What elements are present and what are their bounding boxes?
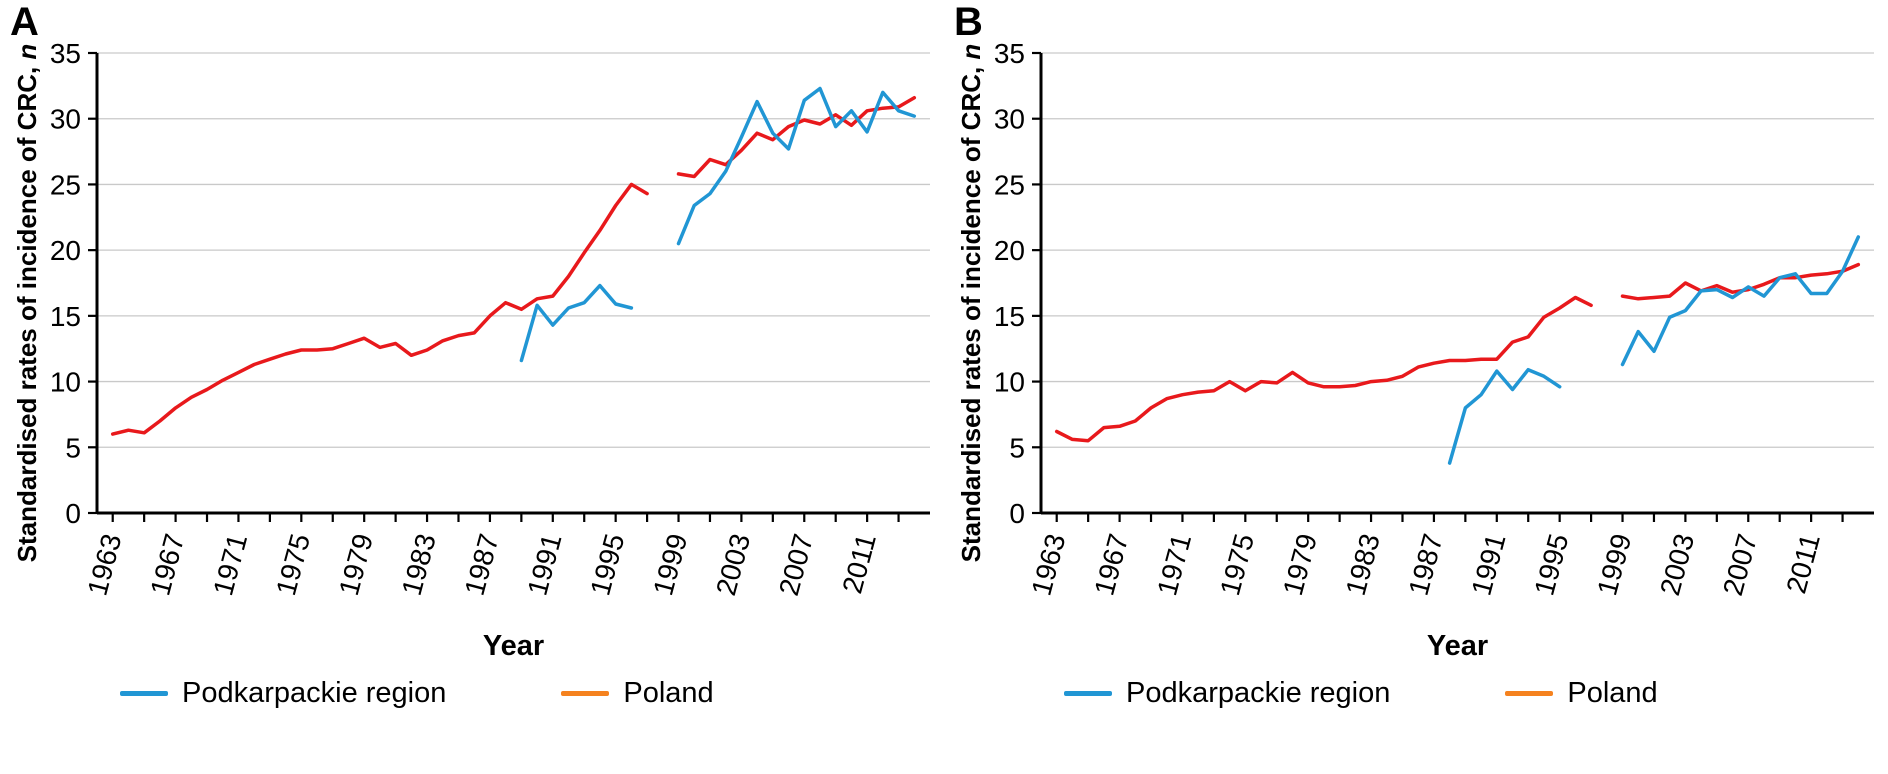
legend-item-poland: Poland bbox=[1505, 677, 1658, 710]
x-tick-label: 1983 bbox=[396, 531, 442, 599]
series-line-poland bbox=[1054, 295, 1593, 443]
legend-label-podkarpackie: Podkarpackie region bbox=[182, 677, 447, 709]
legend-line-poland bbox=[1505, 691, 1554, 696]
chart-b: 0 5 10 15 20 25 30 35 1963 1967 1971 1975 1979 1983 19… bbox=[956, 38, 1874, 599]
x-tick-label: 1999 bbox=[647, 531, 693, 599]
chart-a: 0 5 10 15 20 25 30 35 1963 1967 1971 1975 1979 1983 19… bbox=[12, 38, 930, 599]
legend-label-poland: Poland bbox=[1567, 677, 1658, 709]
y-tick-label: 15 bbox=[50, 301, 81, 332]
y-tick-label: 5 bbox=[1009, 432, 1025, 463]
panel-a-letter: A bbox=[10, 0, 39, 44]
x-tick-label: 2011 bbox=[836, 531, 882, 597]
y-tick-label: 20 bbox=[994, 235, 1025, 266]
y-tick-label: 5 bbox=[65, 432, 81, 463]
y-tick-label: 15 bbox=[994, 301, 1025, 332]
legend-label-poland: Poland bbox=[623, 677, 714, 709]
x-tick-label: 2003 bbox=[1654, 531, 1700, 599]
series-line-poland bbox=[676, 95, 917, 179]
series-line-podkarpackie-region bbox=[676, 86, 917, 246]
x-tick-label: 1987 bbox=[1403, 531, 1449, 599]
x-axis-title: Year bbox=[1426, 630, 1489, 662]
legend: Podkarpackie region Poland bbox=[120, 677, 944, 710]
panel-b-letter: B bbox=[954, 0, 983, 44]
y-tick-label: 0 bbox=[1009, 498, 1025, 529]
x-tick-label: 1995 bbox=[584, 531, 630, 599]
y-tick-label: 35 bbox=[994, 38, 1025, 69]
x-tick-label: 2007 bbox=[773, 531, 819, 599]
legend-line-poland bbox=[561, 691, 610, 696]
x-tick-label: 1975 bbox=[270, 531, 316, 599]
series-line-poland bbox=[110, 182, 649, 436]
x-axis-title: Year bbox=[482, 630, 545, 662]
x-tick-label: 2003 bbox=[710, 531, 756, 599]
legend-item-poland: Poland bbox=[561, 677, 714, 710]
y-tick-label: 10 bbox=[994, 367, 1025, 398]
x-tick-label: 1995 bbox=[1528, 531, 1574, 599]
y-tick-label: 30 bbox=[994, 104, 1025, 135]
x-tick-label: 1991 bbox=[1466, 531, 1512, 599]
x-tick-label: 1979 bbox=[333, 531, 379, 599]
y-tick-label: 20 bbox=[50, 235, 81, 266]
x-tick-label: 1967 bbox=[144, 531, 190, 599]
y-axis-label: Standardised rates of incidence of CRC, … bbox=[956, 44, 986, 563]
panel-a: A 0 5 10 15 20 25 30 35 1963 1967 1971 1975 1979 1983… bbox=[0, 0, 944, 710]
x-tick-label: 1979 bbox=[1277, 531, 1323, 599]
y-tick-label: 25 bbox=[994, 169, 1025, 200]
x-tick-label: 1983 bbox=[1340, 531, 1386, 599]
legend-item-podkarpackie: Podkarpackie region bbox=[1064, 677, 1390, 710]
legend-item-podkarpackie: Podkarpackie region bbox=[120, 677, 446, 710]
y-tick-label: 10 bbox=[50, 367, 81, 398]
x-tick-label: 1975 bbox=[1214, 531, 1260, 599]
panel-b: B 0 5 10 15 20 25 30 35 1963 1967 1971 1975 1979 1983… bbox=[944, 0, 1888, 710]
x-tick-label: 1999 bbox=[1591, 531, 1637, 599]
y-tick-label: 35 bbox=[50, 38, 81, 69]
legend-line-podkarpackie bbox=[120, 691, 168, 696]
x-tick-label: 1963 bbox=[81, 531, 127, 599]
legend: Podkarpackie region Poland bbox=[1064, 677, 1888, 710]
y-axis-label: Standardised rates of incidence of CRC, … bbox=[12, 44, 42, 563]
x-tick-label: 1987 bbox=[459, 531, 505, 599]
series-line-podkarpackie-region bbox=[1447, 367, 1562, 465]
legend-label-podkarpackie: Podkarpackie region bbox=[1126, 677, 1391, 709]
x-tick-label: 1971 bbox=[207, 531, 253, 599]
series-line-podkarpackie-region bbox=[519, 283, 634, 363]
figure: A 0 5 10 15 20 25 30 35 1963 1967 1971 1975 1979 1983… bbox=[0, 0, 1888, 710]
y-tick-label: 0 bbox=[65, 498, 81, 529]
y-tick-label: 25 bbox=[50, 169, 81, 200]
x-tick-label: 2007 bbox=[1717, 531, 1763, 599]
x-tick-label: 1991 bbox=[522, 531, 568, 599]
x-tick-label: 1963 bbox=[1025, 531, 1071, 599]
x-tick-label: 1967 bbox=[1088, 531, 1134, 599]
series-line-podkarpackie-region bbox=[1620, 235, 1861, 367]
y-tick-label: 30 bbox=[50, 104, 81, 135]
legend-line-podkarpackie bbox=[1064, 691, 1112, 696]
x-tick-label: 1971 bbox=[1151, 531, 1197, 599]
x-tick-label: 2011 bbox=[1780, 531, 1826, 597]
